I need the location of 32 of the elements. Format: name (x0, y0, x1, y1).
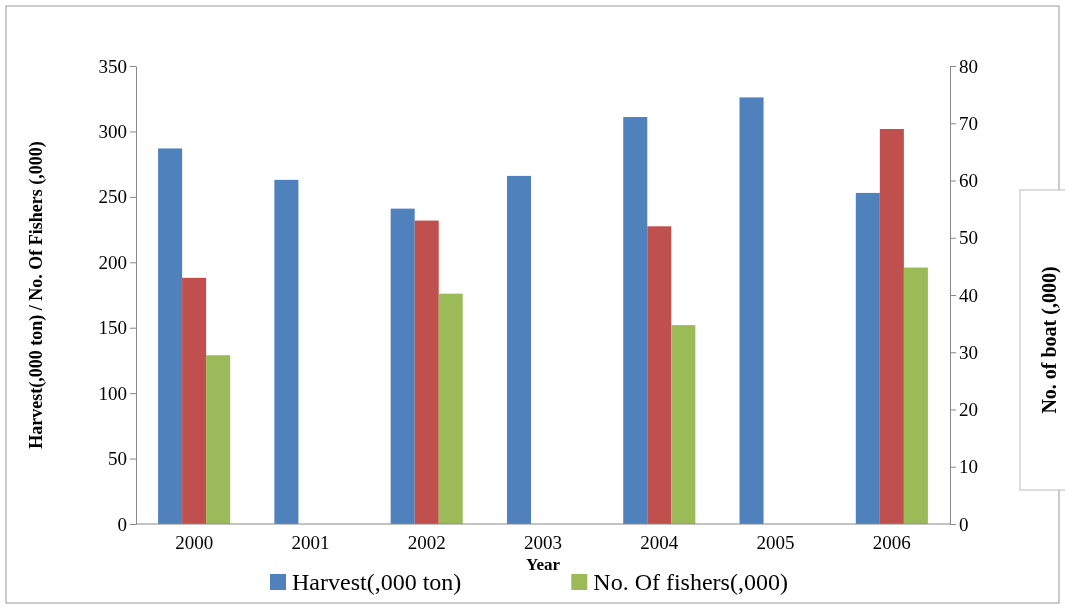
x-tick-label: 2001 (291, 532, 330, 554)
x-tick-label: 2006 (872, 532, 911, 554)
y2-tick-label: 40 (959, 284, 978, 306)
y2-tick-label: 60 (959, 170, 978, 192)
y-tick-label: 200 (98, 251, 127, 273)
y-tick-label: 300 (98, 121, 127, 143)
y2-tick-label: 10 (959, 456, 978, 478)
y2-tick-label: 70 (959, 112, 978, 134)
x-tick-label: 2003 (524, 532, 562, 554)
x-tick-label: 2004 (640, 532, 679, 554)
x-tick-label: 2002 (407, 532, 446, 554)
y2-axis-title: No. of boat (,000) (1038, 266, 1061, 414)
y-axis-title: Harvest(,000 ton) / No. Of Fishers (,000) (26, 141, 47, 449)
y2-tick-label: 50 (959, 227, 978, 249)
bar (506, 175, 531, 524)
y-tick-label: 50 (108, 448, 127, 470)
bar (274, 179, 299, 524)
y-tick-label: 250 (98, 186, 127, 208)
y2-tick-label: 30 (959, 341, 978, 363)
y2-tick-label: 80 (959, 55, 978, 77)
y-tick-label: 100 (98, 382, 127, 404)
x-tick-label: 2005 (756, 532, 795, 554)
x-axis-title: Year (526, 555, 561, 574)
legend-label: No. Of fishers(,000) (593, 569, 788, 595)
y2-tick-label: 0 (959, 513, 969, 535)
legend-label: Harvest(,000 ton) (292, 569, 462, 595)
y-tick-label: 0 (117, 513, 127, 535)
y2-tick-label: 20 (959, 399, 978, 421)
y-tick-label: 350 (98, 55, 127, 77)
bar (739, 97, 764, 524)
y-tick-label: 150 (98, 317, 127, 339)
x-tick-label: 2000 (175, 532, 214, 554)
